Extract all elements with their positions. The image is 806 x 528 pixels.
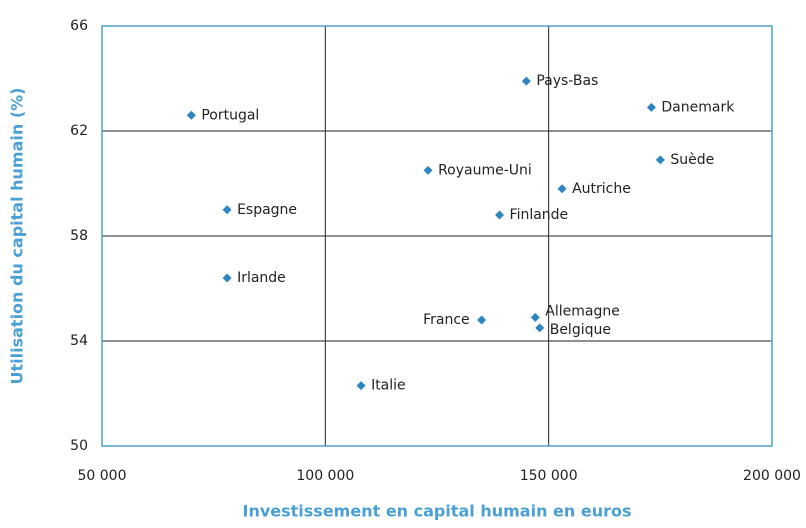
point-label: Finlande [510, 207, 569, 223]
point-label: Espagne [237, 202, 297, 218]
point-label: Danemark [661, 99, 735, 115]
plot-border [101, 25, 773, 447]
point [222, 273, 232, 283]
point [521, 76, 531, 86]
point-label: Royaume-Uni [438, 162, 532, 178]
point-label: France [423, 312, 470, 328]
x-tick-label: 150 000 [520, 468, 578, 484]
point-label: Autriche [572, 181, 631, 197]
point [535, 323, 545, 333]
point-label: Portugal [201, 107, 259, 123]
point [646, 102, 656, 112]
point [495, 210, 505, 220]
y-tick-label: 54 [70, 333, 88, 349]
x-tick-label: 50 000 [78, 468, 127, 484]
x-axis-title: Investissement en capital humain en euro… [243, 502, 632, 521]
point [423, 165, 433, 175]
y-tick-label: 58 [70, 228, 88, 244]
point [655, 155, 665, 165]
point-label: Belgique [550, 322, 611, 338]
point [557, 184, 567, 194]
y-tick-label: 62 [70, 123, 88, 139]
point [222, 205, 232, 215]
y-tick-label: 66 [70, 18, 88, 34]
point-label: Italie [371, 378, 406, 394]
point [356, 381, 366, 391]
point-label: Suède [670, 152, 714, 168]
x-tick-label: 200 000 [743, 468, 801, 484]
point-label: Pays-Bas [536, 73, 598, 89]
point-label: Allemagne [545, 303, 620, 319]
point-label: Irlande [237, 270, 286, 286]
point [477, 315, 487, 325]
point [186, 110, 196, 120]
point [530, 312, 540, 322]
x-tick-label: 100 000 [296, 468, 354, 484]
y-axis-title: Utilisation du capital humain (%) [8, 88, 27, 385]
y-tick-label: 50 [70, 438, 88, 454]
